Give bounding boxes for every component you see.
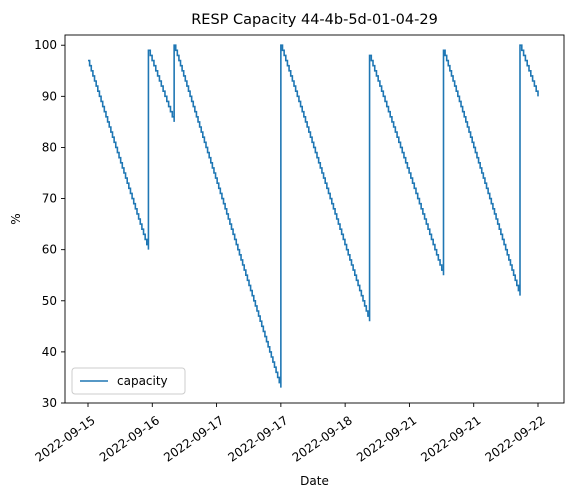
x-axis-label: Date (300, 474, 329, 488)
y-tick-label: 50 (42, 294, 57, 308)
x-axis: 2022-09-15 2022-09-16 2022-09-17 2022-09-17… (33, 403, 548, 465)
y-tick-label: 90 (42, 89, 57, 103)
x-tick-label: 2022-09-15 (33, 413, 98, 464)
y-axis: 30 40 50 60 70 80 90 100 (34, 38, 65, 410)
plot-frame (64, 34, 565, 404)
x-tick-label: 2022-09-17 (161, 413, 226, 464)
series-line-capacity (88, 44, 539, 388)
legend: capacity (71, 367, 186, 395)
y-tick-label: 30 (42, 396, 57, 410)
y-tick-label: 70 (42, 192, 57, 206)
x-tick-label: 2022-09-17 (225, 413, 290, 464)
x-tick-label: 2022-09-21 (418, 413, 483, 464)
legend-entry-capacity: capacity (117, 374, 168, 388)
y-tick-label: 80 (42, 140, 57, 154)
x-tick-label: 2022-09-22 (483, 413, 548, 464)
x-tick-label: 2022-09-21 (354, 413, 419, 464)
y-tick-label: 100 (34, 38, 57, 52)
chart-title: RESP Capacity 44-4b-5d-01-04-29 (191, 12, 438, 28)
y-tick-label: 40 (42, 345, 57, 359)
y-axis-label: % (9, 213, 23, 224)
x-tick-label: 2022-09-18 (290, 413, 355, 464)
plot-area (88, 44, 539, 388)
legend-box (71, 367, 186, 395)
y-tick-label: 60 (42, 243, 57, 257)
x-tick-label: 2022-09-16 (97, 413, 162, 464)
